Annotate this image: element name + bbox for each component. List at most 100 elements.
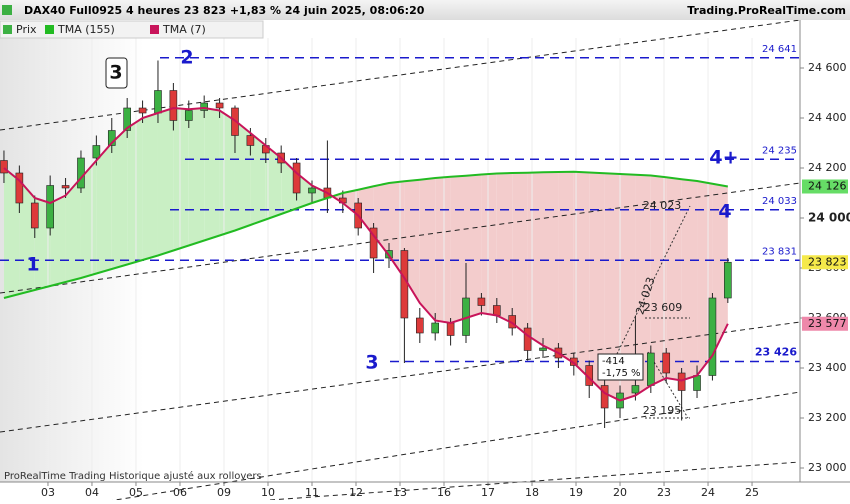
ma-fill: [496, 173, 513, 323]
y-tick-label: 24 400: [808, 111, 847, 124]
ma-fill: [204, 108, 220, 241]
ma-fill: [65, 178, 81, 282]
ma-fill: [388, 181, 405, 278]
ma-fill: [435, 176, 451, 323]
candle-body: [647, 352, 655, 386]
x-tick-label: 04: [85, 486, 99, 499]
last-value-label: 24 126: [808, 180, 847, 193]
ma-fill: [620, 174, 636, 401]
annotation: 24 023: [643, 199, 682, 212]
ma-fill: [604, 173, 621, 401]
legend-swatch: [150, 25, 159, 34]
candle-body: [493, 305, 501, 316]
candle-body: [477, 297, 486, 306]
candle-body: [184, 110, 193, 121]
x-tick-label: 10: [261, 486, 275, 499]
ma-fill: [666, 177, 682, 381]
annotation-box: [597, 353, 644, 381]
y-tick-label: 24 600: [808, 61, 847, 74]
candle-body: [677, 372, 686, 391]
candle-body: [693, 375, 701, 391]
ma-fill: [712, 183, 728, 356]
candle-body: [154, 90, 162, 114]
annotation: 4: [718, 201, 731, 223]
annotation: -414: [602, 356, 625, 367]
level-label: 24 235: [762, 145, 797, 156]
annotation: 23 609: [644, 301, 683, 314]
annotation-box: [105, 57, 128, 89]
candle-body: [215, 102, 224, 109]
x-tick-label: 03: [41, 486, 55, 499]
candle-body: [61, 185, 70, 189]
ma-fill: [96, 143, 112, 274]
level-label: 23 831: [762, 246, 797, 257]
ma-fill: [543, 172, 559, 353]
x-tick-label: 17: [481, 486, 495, 499]
ma-fill: [265, 145, 282, 220]
x-tick-label: 05: [129, 486, 143, 499]
x-tick-label: 20: [613, 486, 627, 499]
x-tick-label: 23: [657, 486, 671, 499]
annotation: 2: [180, 47, 193, 69]
candle-body: [400, 250, 409, 319]
candle-body: [431, 322, 440, 334]
ma-fill: [50, 195, 66, 286]
x-tick-label: 24: [701, 486, 715, 499]
y-tick-label: 23 000: [808, 461, 847, 474]
ma-fill: [450, 175, 467, 323]
ma-fill: [142, 113, 158, 260]
ma-fill: [3, 168, 20, 298]
x-tick-label: 11: [305, 486, 319, 499]
header-icon: [2, 5, 12, 15]
ma-fill: [419, 178, 436, 321]
x-tick-label: 19: [569, 486, 583, 499]
candle-body: [416, 317, 424, 334]
candle-body: [92, 145, 101, 159]
ma-fill: [466, 174, 482, 318]
footer: ProRealTime Trading Historique ajusté au…: [4, 470, 262, 482]
ma-fill: [558, 171, 574, 363]
ma-fill: [697, 181, 713, 376]
legend-frame: [0, 20, 264, 39]
ma-fill: [219, 110, 235, 236]
y-tick-label: 23 400: [808, 361, 847, 374]
last-value-label: 23 823: [808, 255, 847, 268]
candle-body: [708, 297, 717, 376]
candle-body: [246, 135, 255, 146]
ma-fill: [250, 133, 266, 225]
level-label: 24 033: [762, 196, 797, 207]
ma-fill: [512, 172, 528, 336]
ma-fill: [635, 174, 651, 396]
ma-fill: [19, 180, 35, 294]
x-tick-label: 12: [349, 486, 363, 499]
y-tick-label: 24 000: [808, 211, 850, 225]
ma-fill: [373, 183, 389, 256]
annotation: 3: [109, 62, 122, 84]
ma-fill: [34, 198, 51, 290]
legend-label: TMA (7): [162, 23, 206, 36]
annotation: 23 195: [643, 404, 682, 417]
header-bar: [0, 0, 850, 20]
ma-fill: [296, 173, 312, 209]
ma-fill: [527, 172, 544, 346]
ma-fill: [589, 172, 605, 393]
y-tick-label: 24 200: [808, 161, 847, 174]
candle-body: [631, 385, 640, 394]
candle-body: [662, 352, 671, 374]
ma-fill: [650, 175, 667, 386]
candle-body: [523, 327, 532, 351]
x-tick-label: 18: [525, 486, 539, 499]
ma-fill: [188, 108, 205, 246]
ma-fill: [234, 120, 251, 231]
x-tick-label: 09: [217, 486, 231, 499]
header-title: DAX40 Full0925 4 heures 23 823 +1,83 % 2…: [24, 4, 425, 17]
candle-body: [292, 162, 301, 194]
y-tick-label: 23 200: [808, 411, 847, 424]
header-site: Trading.ProRealTime.com: [687, 4, 846, 17]
x-tick-label: 06: [173, 486, 187, 499]
ma-fill: [481, 173, 497, 316]
ma-fill: [80, 160, 97, 278]
ma-fill: [173, 108, 189, 251]
candle-body: [107, 130, 116, 146]
candle-body: [46, 185, 54, 229]
